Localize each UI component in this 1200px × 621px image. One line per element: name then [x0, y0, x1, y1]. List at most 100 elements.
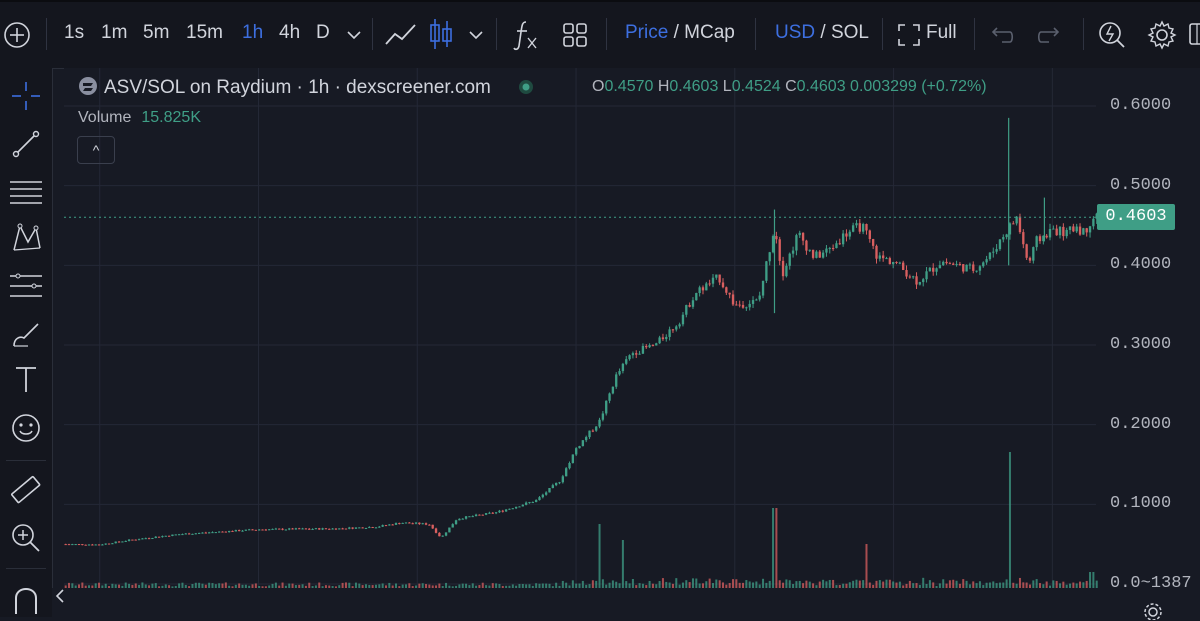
chevron-down-icon[interactable] — [344, 25, 364, 45]
volume-bar — [158, 586, 161, 588]
volume-bar — [248, 585, 251, 588]
interval-1h[interactable]: 1h — [242, 22, 264, 43]
volume-bar — [421, 583, 424, 588]
volume-bar — [168, 585, 171, 588]
fib-levels-icon[interactable] — [8, 268, 44, 304]
candlestick-icon[interactable] — [428, 17, 454, 51]
volume-bar — [795, 581, 798, 588]
volume-bar — [1089, 572, 1092, 588]
redo-icon[interactable] — [1037, 24, 1063, 46]
volume-bar — [1052, 580, 1055, 588]
volume-bar — [551, 586, 554, 588]
interval-d[interactable]: D — [316, 22, 330, 43]
full-button[interactable]: Full — [926, 22, 957, 43]
axis-settings-gear-icon[interactable] — [1141, 600, 1165, 620]
candle-body — [201, 532, 204, 534]
volume-bar — [611, 580, 614, 588]
fullscreen-icon[interactable] — [898, 24, 920, 46]
interval-5m[interactable]: 5m — [143, 22, 170, 43]
toolbar-divider — [496, 18, 497, 50]
candle-body — [328, 528, 331, 530]
volume-bar — [878, 580, 881, 588]
trend-line-icon[interactable] — [8, 126, 44, 162]
interval-1m[interactable]: 1m — [101, 22, 128, 43]
emoji-icon[interactable] — [8, 410, 44, 446]
candle-body — [788, 253, 791, 266]
undo-icon[interactable] — [988, 24, 1014, 46]
volume-bar — [405, 584, 408, 588]
candle-body — [444, 532, 448, 536]
volume-bar — [988, 582, 991, 588]
indicators-fx-icon[interactable] — [510, 18, 540, 52]
candle-body — [404, 522, 408, 524]
collapse-legend-button[interactable]: ^ — [77, 136, 115, 164]
screenshot-icon[interactable] — [1188, 20, 1200, 50]
candle-body — [401, 522, 404, 524]
sol-option[interactable]: SOL — [830, 22, 869, 43]
candle-body — [585, 437, 588, 441]
crosshair-icon[interactable] — [8, 78, 44, 114]
ruler-icon[interactable] — [8, 472, 44, 508]
candle-body — [441, 535, 444, 537]
price-option[interactable]: Price — [625, 22, 669, 43]
currency-toggle[interactable]: USD / SOL — [775, 22, 869, 43]
volume-bar — [234, 584, 237, 588]
pattern-tool-icon[interactable] — [8, 220, 44, 256]
toolbar-divider — [606, 18, 607, 50]
candle-body — [414, 522, 418, 524]
interval-15m[interactable]: 15m — [186, 22, 223, 43]
brush-icon[interactable] — [8, 316, 44, 352]
zoom-in-icon[interactable] — [8, 520, 44, 556]
line-chart-icon[interactable] — [384, 20, 418, 50]
candle-body — [271, 528, 274, 530]
chevron-down-icon[interactable] — [466, 25, 486, 45]
price-axis[interactable] — [1096, 68, 1200, 588]
volume-bar — [892, 581, 895, 588]
interval-4h[interactable]: 4h — [279, 22, 301, 43]
volume-bar — [71, 583, 74, 588]
volume-bar — [328, 585, 331, 588]
volume-bar — [1015, 583, 1018, 588]
usd-option[interactable]: USD — [775, 22, 816, 43]
volume-bar — [354, 582, 357, 588]
volume-bar — [1069, 583, 1072, 588]
candle-body — [551, 485, 554, 488]
candle-body — [67, 544, 71, 546]
volume-bar — [348, 582, 351, 588]
close-label: C — [785, 78, 797, 95]
volume-bar — [661, 578, 664, 588]
interval-1s[interactable]: 1s — [64, 22, 85, 43]
volume-bar — [174, 585, 177, 588]
add-icon[interactable] — [0, 6, 40, 66]
volume-bar — [912, 583, 915, 588]
gear-icon[interactable] — [1147, 20, 1177, 50]
quick-search-icon[interactable] — [1097, 20, 1127, 50]
volume-bar — [925, 583, 928, 588]
candle-body — [308, 528, 311, 530]
text-tool-icon[interactable] — [8, 362, 44, 398]
candle-body — [775, 236, 778, 240]
volume-bar — [271, 583, 274, 588]
candle-body — [781, 260, 785, 277]
candle-body — [217, 531, 221, 533]
price-mcap-toggle[interactable]: Price / MCap — [625, 22, 735, 43]
dex-logo-icon — [79, 77, 97, 95]
volume-bar — [141, 582, 144, 588]
candle-body — [107, 543, 111, 545]
candle-body — [214, 532, 217, 534]
volume-bar — [621, 540, 624, 588]
horizontal-lines-icon[interactable] — [8, 174, 44, 210]
layout-grid-icon[interactable] — [560, 20, 590, 50]
chevron-left-icon[interactable] — [52, 586, 68, 606]
candle-body — [1078, 226, 1082, 235]
candle-body — [805, 240, 808, 251]
volume-bar — [578, 583, 581, 588]
y-tick-label: 0.2000 — [1110, 414, 1172, 434]
candle-body — [121, 541, 124, 543]
candle-body — [408, 522, 411, 524]
volume-bar — [541, 583, 544, 588]
mcap-option[interactable]: MCap — [684, 22, 735, 43]
chart-plot-area[interactable] — [64, 68, 1096, 588]
magnet-icon[interactable] — [8, 580, 44, 616]
candle-body — [641, 346, 645, 354]
